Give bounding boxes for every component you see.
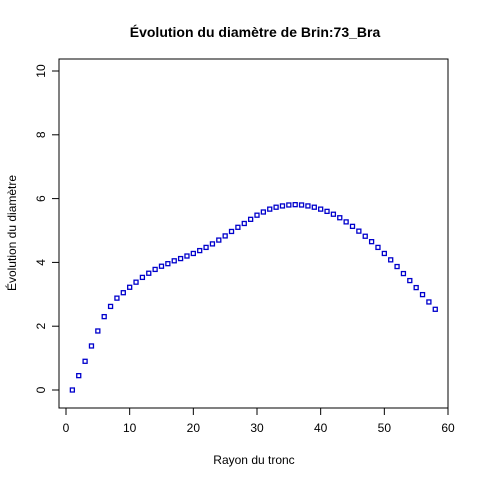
data-point <box>216 237 222 243</box>
data-point <box>88 343 95 349</box>
data-point <box>368 239 375 245</box>
data-point <box>139 274 146 281</box>
data-point <box>318 206 324 212</box>
data-point <box>235 224 241 230</box>
x-tick-label: 0 <box>63 421 70 435</box>
y-axis-label: Évolution du diamètre <box>4 175 19 291</box>
data-point <box>292 202 298 208</box>
y-tick-label: 10 <box>34 64 48 78</box>
data-points <box>69 202 438 393</box>
x-tick-label: 40 <box>314 421 328 435</box>
data-point <box>349 223 356 230</box>
data-point <box>432 306 438 312</box>
data-point <box>273 204 279 210</box>
data-point <box>222 233 228 239</box>
data-point <box>381 250 387 257</box>
data-point <box>286 202 292 208</box>
data-point <box>190 250 196 257</box>
y-tick-label: 8 <box>34 131 48 138</box>
data-point <box>394 263 400 270</box>
data-point <box>228 228 235 235</box>
y-tick-label: 2 <box>34 323 48 330</box>
data-point <box>388 257 394 263</box>
x-tick-label: 50 <box>378 421 392 435</box>
data-point <box>305 203 311 209</box>
data-point <box>247 216 254 222</box>
y-axis: 0 2 4 6 8 10 <box>34 64 60 393</box>
data-point <box>419 291 426 298</box>
data-point <box>95 328 101 334</box>
data-point <box>356 228 362 234</box>
data-point <box>76 372 82 379</box>
data-point <box>260 209 267 215</box>
x-tick-label: 60 <box>441 421 455 435</box>
data-point <box>298 202 305 208</box>
data-point <box>413 284 419 291</box>
data-point <box>407 277 413 284</box>
data-point <box>203 244 209 251</box>
data-point <box>279 203 286 209</box>
data-point <box>241 220 247 227</box>
data-point <box>362 233 368 239</box>
data-point <box>101 313 107 320</box>
data-point <box>114 295 120 301</box>
y-tick-label: 6 <box>34 195 48 202</box>
data-point <box>107 303 114 310</box>
data-point <box>337 215 343 221</box>
data-point <box>330 211 337 217</box>
data-point <box>82 358 88 364</box>
data-point <box>158 263 165 269</box>
data-point <box>324 208 330 215</box>
data-point <box>426 299 432 305</box>
y-tick-label: 0 <box>34 386 48 393</box>
data-point <box>254 212 260 218</box>
data-point <box>171 258 177 264</box>
data-point <box>177 255 184 262</box>
y-tick-label: 4 <box>34 259 48 266</box>
data-point <box>152 266 158 273</box>
data-point <box>133 279 139 285</box>
chart-title: Évolution du diamètre de Brin:73_Bra <box>130 24 381 40</box>
data-point <box>127 284 133 290</box>
data-point <box>311 204 317 210</box>
data-point <box>120 290 126 296</box>
x-axis-label: Rayon du tronc <box>213 453 294 467</box>
x-tick-label: 10 <box>123 421 137 435</box>
x-tick-label: 20 <box>187 421 201 435</box>
data-point <box>375 244 381 251</box>
data-point <box>69 387 76 393</box>
data-point <box>343 219 349 225</box>
data-point <box>184 253 190 259</box>
data-point <box>267 206 273 212</box>
data-point <box>209 241 216 247</box>
x-tick-label: 30 <box>250 421 264 435</box>
x-axis: 0 10 20 30 40 50 60 <box>63 407 455 435</box>
data-point <box>197 247 203 254</box>
data-point <box>146 270 152 276</box>
plot-frame <box>58 58 449 409</box>
data-point <box>400 270 407 277</box>
data-point <box>165 261 171 267</box>
